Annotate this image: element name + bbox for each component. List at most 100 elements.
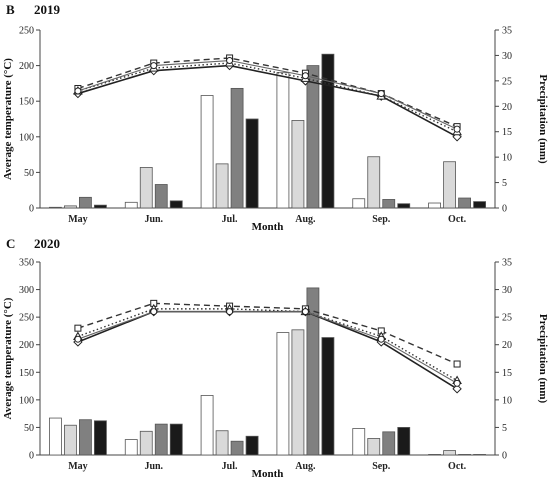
marker-s4-3 [301, 72, 309, 80]
marker-s4-2 [226, 308, 234, 316]
right-axis-title: Precipitation (mm) [537, 314, 549, 404]
line-series-1 [77, 64, 458, 138]
right-tick-label: 25 [502, 313, 512, 324]
left-tick-label: 200 [19, 340, 34, 351]
left-tick-label: 0 [29, 451, 34, 462]
x-tick-label: Sep. [372, 214, 391, 225]
x-axis-title: Month [252, 468, 284, 480]
right-tick-label: 30 [502, 285, 512, 296]
left-tick-label: 150 [19, 368, 34, 379]
bar-s2-0 [64, 424, 77, 456]
bar-s4-1 [169, 200, 183, 209]
bar-s4-5 [473, 201, 486, 209]
x-tick-label: Jun. [144, 461, 163, 472]
x-tick-label: Sep. [372, 461, 391, 472]
bar-s1-4 [352, 198, 366, 209]
panel-letter: C [6, 236, 15, 251]
x-tick-label: Oct. [448, 461, 467, 472]
x-tick-label: Jul. [222, 461, 238, 472]
bar-s3-2 [230, 440, 244, 456]
marker-s4-1 [150, 62, 158, 70]
marker-s2-5 [453, 360, 461, 368]
x-tick-label: May [68, 214, 87, 225]
left-axis-title: Average temperature (°C) [2, 58, 14, 180]
bar-s3-4 [382, 199, 396, 209]
marker-s4-5 [453, 379, 461, 387]
bar-s4-0 [94, 204, 107, 209]
bar-s4-4 [397, 203, 411, 209]
right-tick-label: 5 [502, 423, 507, 434]
right-tick-label: 35 [502, 258, 512, 269]
panel-year: 2020 [34, 236, 60, 251]
bar-s2-3 [291, 120, 305, 209]
bar-s4-2 [245, 435, 259, 456]
right-tick-label: 10 [502, 153, 512, 164]
bar-s2-4 [367, 438, 381, 456]
bar-s1-1 [124, 439, 138, 456]
x-tick-label: Jul. [222, 214, 238, 225]
left-tick-label: 200 [19, 61, 34, 72]
left-tick-label: 100 [19, 395, 34, 406]
bar-s2-1 [139, 430, 153, 456]
left-axis-title: Average temperature (°C) [2, 297, 14, 419]
panel-letter: B [6, 2, 15, 17]
x-tick-label: May [68, 461, 87, 472]
left-tick-label: 0 [29, 204, 34, 215]
right-tick-label: 5 [502, 178, 507, 189]
bar-s1-5 [428, 202, 441, 209]
bar-s3-3 [306, 65, 320, 209]
bar-s2-2 [215, 163, 229, 209]
bar-s3-5 [458, 197, 471, 209]
right-tick-label: 10 [502, 395, 512, 406]
line-series-2 [77, 302, 458, 365]
line-series-4 [77, 311, 458, 384]
right-tick-label: 20 [502, 102, 512, 113]
marker-s4-3 [301, 308, 309, 316]
bar-s4-3 [321, 337, 335, 456]
marker-s4-4 [377, 90, 385, 98]
bar-s4-0 [94, 420, 107, 456]
bar-s2-2 [215, 430, 229, 456]
x-tick-label: Aug. [295, 214, 316, 225]
right-tick-label: 0 [502, 451, 507, 462]
bar-s4-5 [473, 454, 486, 456]
left-tick-label: 300 [19, 285, 34, 296]
bar-s3-1 [154, 184, 168, 209]
x-tick-label: Jun. [144, 214, 163, 225]
bar-s2-1 [139, 167, 153, 209]
right-tick-label: 0 [502, 204, 507, 215]
x-axis-title: Month [252, 221, 284, 233]
right-tick-label: 20 [502, 340, 512, 351]
x-tick-label: Oct. [448, 214, 467, 225]
panel-2019: B 2019 0 50 100 150 200 250 0 5 10 15 20 25 30 35 May Jun… [2, 2, 549, 233]
panel-year: 2019 [34, 2, 61, 17]
right-tick-label: 30 [502, 51, 512, 62]
marker-s4-0 [74, 335, 82, 343]
bar-s4-1 [169, 423, 183, 456]
panel-2020: C 2020 0 50 100 150 200 250 300 350 0 5 10 15 20 25 30 35… [2, 236, 549, 480]
marker-s4-1 [150, 308, 158, 316]
bar-s2-0 [64, 205, 77, 209]
right-tick-label: 25 [502, 76, 512, 87]
left-tick-label: 350 [19, 258, 34, 269]
bar-s4-2 [245, 118, 259, 209]
bar-s2-5 [443, 161, 456, 209]
bar-s3-3 [306, 287, 320, 456]
line-series-3 [77, 62, 458, 133]
left-tick-label: 150 [19, 97, 34, 108]
bar-s2-3 [291, 329, 305, 456]
marker-s1-5 [452, 384, 462, 394]
right-tick-label: 15 [502, 368, 512, 379]
marker-s2-0 [74, 324, 82, 332]
right-tick-label: 35 [502, 26, 512, 37]
bar-s3-4 [382, 431, 396, 456]
line-series-4 [77, 59, 458, 130]
bar-s1-5 [428, 454, 441, 456]
left-tick-label: 100 [19, 132, 34, 143]
bar-s3-1 [154, 423, 168, 456]
bar-s1-0 [49, 417, 62, 456]
bar-s3-0 [79, 196, 92, 209]
bar-s1-3 [276, 72, 290, 209]
bar-s1-2 [200, 95, 214, 209]
